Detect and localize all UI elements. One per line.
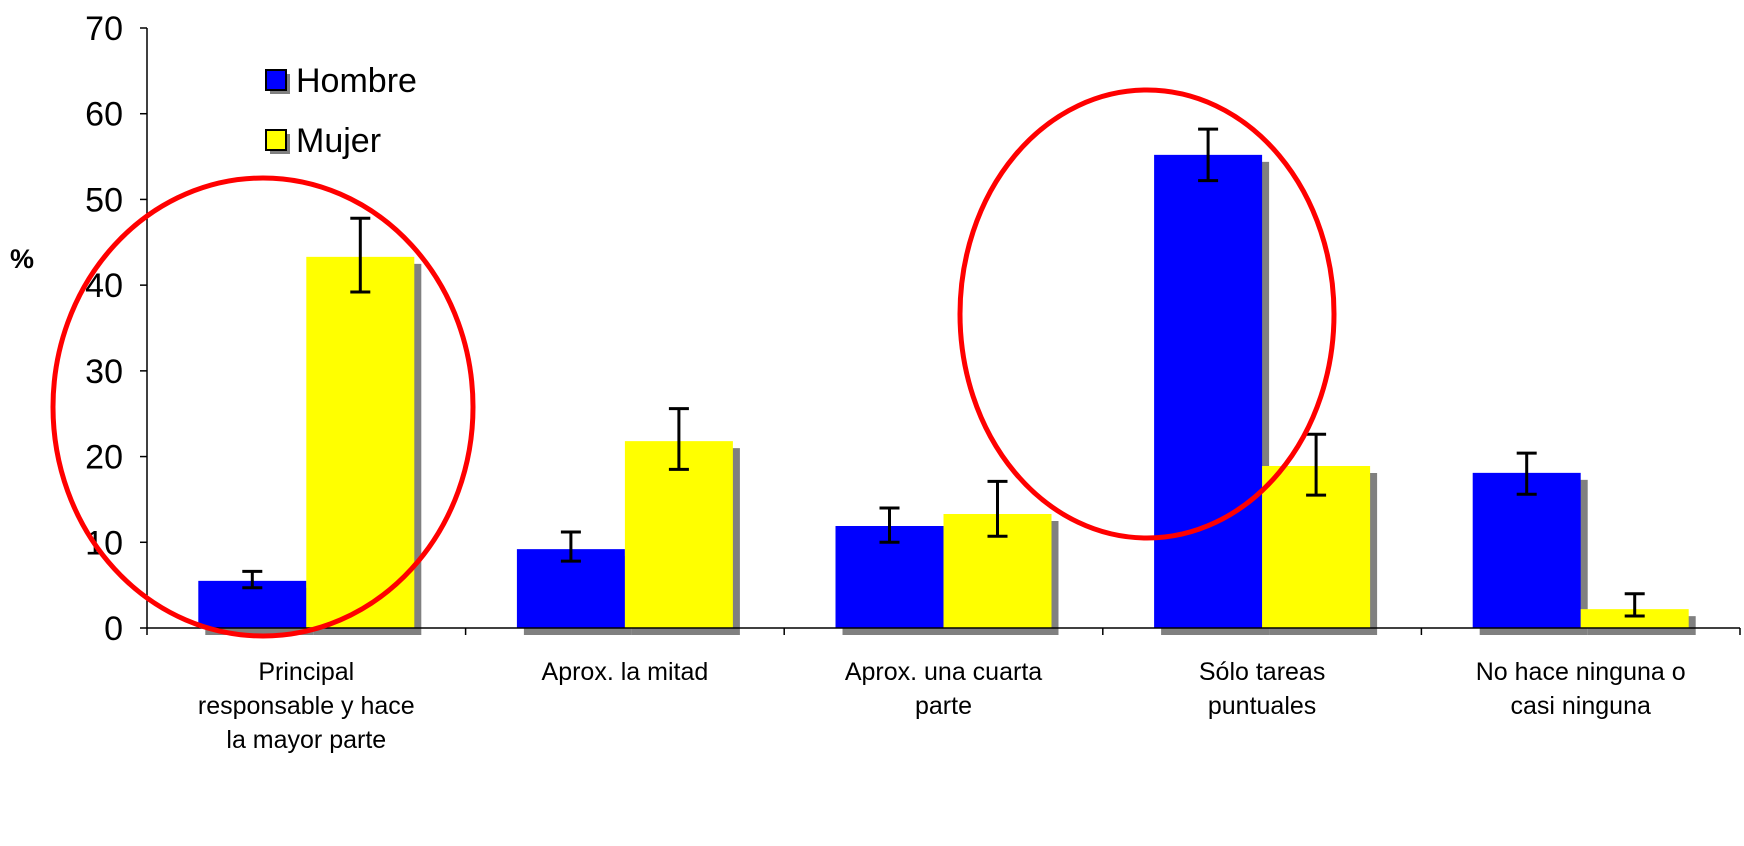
highlight-ellipse xyxy=(957,87,1337,541)
y-tick-label: 50 xyxy=(85,181,123,219)
error-bar xyxy=(879,506,900,544)
highlight-ellipse xyxy=(50,175,476,639)
legend: Hombre Mujer xyxy=(265,62,417,160)
category-label-line: Sólo tareas xyxy=(1199,658,1325,686)
bar-hombre xyxy=(1154,154,1263,628)
error-bar xyxy=(1306,432,1327,497)
category-label-line: parte xyxy=(915,692,972,720)
error-bar xyxy=(1198,127,1219,183)
category-label-line: No hace ninguna o xyxy=(1476,658,1686,686)
y-tick-label: 20 xyxy=(85,439,123,477)
error-bar xyxy=(350,216,371,294)
category-label: No hace ninguna o casi ninguna xyxy=(1476,658,1686,720)
legend-item-hombre: Hombre xyxy=(265,62,417,100)
error-bar xyxy=(242,569,263,590)
category-label-line: la mayor parte xyxy=(226,726,386,754)
bar-mujer xyxy=(624,441,733,628)
y-tick-label: 0 xyxy=(104,610,123,648)
legend-swatch xyxy=(265,129,287,151)
category-label-line: responsable y hace xyxy=(198,692,415,720)
legend-item-mujer: Mujer xyxy=(265,122,381,160)
category-label: Aprox. una cuarta parte xyxy=(845,658,1042,720)
error-bar xyxy=(560,530,581,563)
y-axis-label: % xyxy=(10,244,34,274)
error-bar xyxy=(987,479,1008,538)
y-tick-label: 30 xyxy=(85,353,123,391)
category-label: Sólo tareas puntuales xyxy=(1199,658,1325,720)
category-label-line: casi ninguna xyxy=(1511,692,1651,720)
category-label-line: puntuales xyxy=(1208,692,1316,720)
legend-label: Hombre xyxy=(296,62,417,100)
category-label: Aprox. la mitad xyxy=(542,658,709,686)
legend-swatch xyxy=(265,69,287,91)
category-label-line: Principal xyxy=(258,658,354,686)
bar-mujer xyxy=(1580,609,1689,628)
y-tick-label: 70 xyxy=(85,10,123,48)
category-label-line: Aprox. la mitad xyxy=(542,658,709,686)
category-label-line: Aprox. una cuarta xyxy=(845,658,1042,686)
error-bar xyxy=(1516,451,1537,496)
legend-label: Mujer xyxy=(296,122,381,160)
bar-hombre xyxy=(1472,472,1581,628)
error-bar xyxy=(668,407,689,471)
category-labels: Principal responsable y hace la mayor part… xyxy=(198,658,1686,754)
axes xyxy=(140,27,1741,635)
y-tick-label: 60 xyxy=(85,96,123,134)
error-bar xyxy=(1624,592,1645,618)
category-label: Principal responsable y hace la mayor part… xyxy=(198,658,415,754)
highlight-ellipses xyxy=(50,87,1337,639)
bar-mujer xyxy=(306,256,415,628)
error-bars xyxy=(242,127,1645,618)
